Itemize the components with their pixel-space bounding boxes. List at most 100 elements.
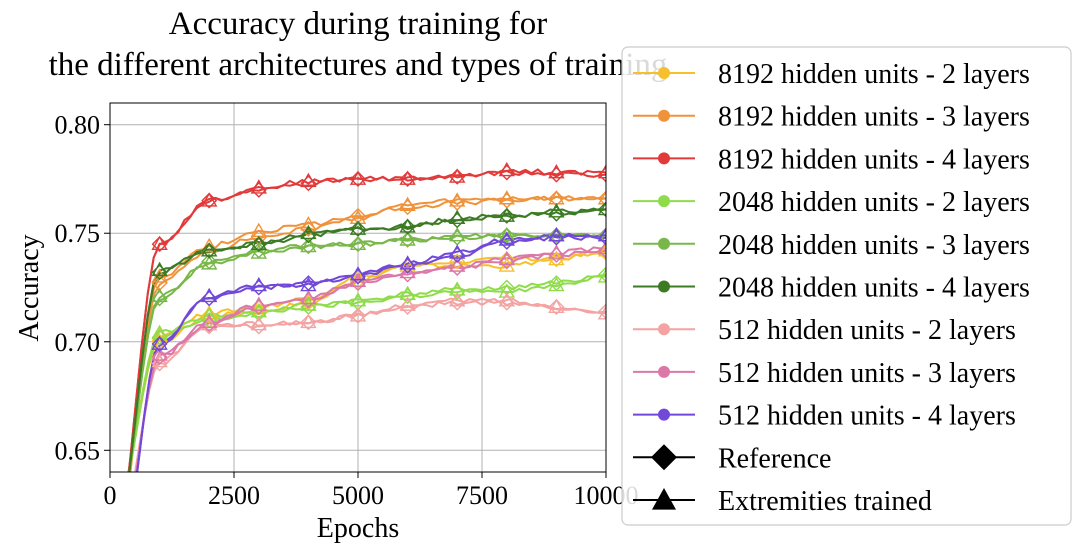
reference-marker: [399, 231, 416, 248]
series-line-reference: [129, 195, 606, 472]
reference-marker: [598, 201, 606, 218]
legend-marker: [658, 67, 670, 79]
extremities-marker: [597, 240, 606, 255]
extremities-marker: [349, 307, 367, 322]
reference-marker: [201, 242, 218, 259]
extremities-marker: [399, 196, 416, 211]
extremities-marker: [151, 261, 168, 277]
legend-entry-label: 512 hidden units - 4 layers: [718, 401, 1016, 432]
series-lines: [127, 168, 606, 472]
reference-marker: [350, 220, 366, 237]
x-axis-label: Epochs: [317, 513, 399, 544]
reference-marker: [201, 192, 218, 209]
extremities-marker: [200, 313, 218, 329]
y-axis-label: Accuracy: [14, 234, 45, 341]
extremities-marker: [200, 315, 218, 331]
legend-marker: [658, 152, 670, 165]
extremities-marker: [448, 257, 466, 272]
extremities-marker: [548, 276, 565, 292]
extremities-marker: [498, 250, 516, 266]
extremities-marker: [548, 244, 565, 259]
reference-marker: [498, 207, 515, 224]
legend-box: [621, 46, 1072, 526]
extremities-marker: [300, 216, 317, 231]
extremities-marker: [200, 255, 218, 270]
series-line-extremities_trained: [135, 246, 606, 472]
reference-marker: [350, 170, 366, 187]
x-tick-label: 5000: [332, 481, 384, 510]
legend-marker: [658, 280, 670, 293]
extremities-marker: [498, 190, 516, 205]
extremities-marker: [300, 224, 317, 240]
legend-marker: [658, 109, 670, 122]
extremities-marker: [250, 276, 268, 292]
reference-marker: [598, 227, 606, 244]
reference-marker: [598, 303, 606, 320]
extremities-marker: [597, 242, 606, 257]
extremities-marker: [548, 298, 565, 313]
extremities-marker: [300, 289, 317, 305]
extremities-marker: [498, 292, 516, 307]
legend-entry-label: 8192 hidden units - 4 layers: [718, 144, 1030, 175]
legend-entry-label: 2048 hidden units - 3 layers: [718, 230, 1030, 261]
legend-entry-label: 8192 hidden units - 2 layers: [718, 59, 1030, 90]
extremities-marker: [200, 287, 218, 303]
extremities-marker: [399, 255, 416, 270]
extremities-marker: [300, 172, 317, 188]
extremities-marker: [399, 263, 416, 279]
series-line-extremities_trained: [127, 275, 606, 472]
y-tick-label: 0.75: [55, 219, 101, 248]
extremities-marker: [498, 207, 516, 222]
chart-title-line-2: the different architectures and types of…: [49, 47, 668, 83]
reference-marker: [151, 335, 168, 352]
legend-entry-label: Reference: [718, 443, 831, 474]
extremities-marker: [498, 231, 516, 246]
reference-marker: [598, 266, 606, 283]
extremities-marker: [349, 170, 367, 185]
reference-marker: [449, 253, 466, 270]
legend-marker: [658, 237, 670, 250]
extremities-marker: [498, 283, 516, 298]
legend: 8192 hidden units - 2 layers 8192 hidden …: [621, 46, 1072, 526]
reference-marker: [449, 168, 466, 185]
extremities-marker: [448, 192, 466, 207]
y-tick-label: 0.80: [55, 111, 101, 140]
y-tick-label: 0.65: [55, 436, 101, 465]
reference-marker: [598, 190, 606, 207]
legend-marker: [658, 323, 670, 336]
extremities-marker: [200, 192, 218, 207]
extremities-marker: [399, 296, 416, 311]
legend-marker: [658, 365, 670, 378]
extremities-marker: [349, 220, 367, 235]
extremities-marker: [597, 268, 606, 283]
legend-entry-label: Extremities trained: [718, 486, 932, 517]
reference-marker: [498, 227, 515, 244]
reference-marker: [300, 314, 317, 331]
reference-marker: [250, 236, 267, 253]
extremities-marker: [151, 235, 168, 251]
series-line-extremities_trained: [128, 208, 606, 472]
legend-triangle-icon: [652, 488, 676, 510]
reference-marker: [399, 218, 416, 235]
series-line-extremities_trained: [127, 168, 606, 472]
extremities-marker: [448, 292, 466, 307]
legend-marker: [658, 195, 670, 208]
extremities-marker: [200, 307, 218, 322]
extremities-marker: [349, 292, 367, 307]
legend-entry-label: 2048 hidden units - 4 layers: [718, 273, 1030, 304]
y-tick-label: 0.70: [55, 328, 101, 357]
extremities-marker: [448, 209, 466, 224]
reference-marker: [548, 227, 565, 244]
extremities-marker: [349, 235, 367, 251]
x-tick-label: 2500: [208, 481, 260, 510]
extremities-marker: [300, 237, 317, 253]
legend-entry-label: 512 hidden units - 3 layers: [718, 358, 1016, 389]
extremities-marker: [399, 257, 416, 272]
reference-marker: [300, 238, 317, 255]
extremities-marker: [151, 346, 168, 361]
series-markers: [151, 161, 606, 372]
extremities-marker: [300, 276, 317, 292]
extremities-marker: [597, 190, 606, 205]
series-line-reference: [128, 273, 606, 472]
